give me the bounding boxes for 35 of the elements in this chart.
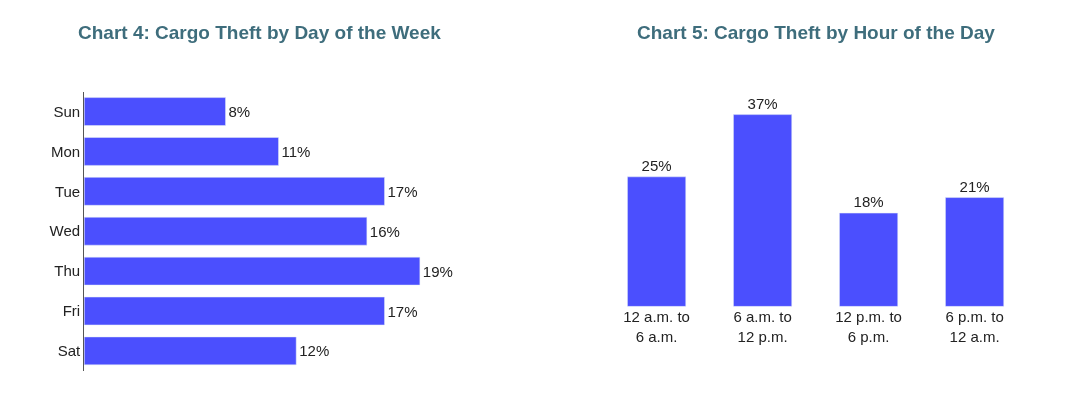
data-label: 17% [387,302,418,320]
bar [627,176,686,307]
bar [84,217,368,246]
data-label: 37% [747,94,778,112]
bar [84,336,297,366]
y-tick-label: Fri [62,302,81,320]
bar [839,212,898,307]
data-label: 8% [228,103,251,121]
data-label: 18% [853,193,884,211]
data-label: 19% [422,262,453,280]
x-tick-label: 6 a.m. to 12 p.m. [733,308,792,345]
bar [84,97,226,126]
x-tick-label: 6 p.m. to 12 a.m. [945,308,1004,345]
bar [733,114,792,307]
bar [84,137,279,166]
y-tick-label: Sun [53,102,81,120]
data-label: 16% [369,222,400,240]
chart-title: Chart 5: Cargo Theft by Hour of the Day [637,22,996,43]
data-label: 12% [299,342,330,360]
x-tick-label: 12 a.m. to 6 a.m. [623,308,690,345]
bar [84,177,385,206]
y-tick-label: Wed [49,222,81,240]
y-tick-label: Thu [54,262,81,280]
bar [84,256,421,286]
y-tick-label: Mon [51,142,81,160]
y-tick-label: Tue [54,182,81,200]
data-label: 21% [959,177,990,195]
chart-title: Chart 4: Cargo Theft by Day of the Week [78,22,442,43]
bar [945,197,1004,307]
y-tick-label: Sat [57,342,82,360]
data-label: 17% [387,182,418,200]
x-tick-label: 12 p.m. to 6 p.m. [835,308,902,345]
bar [84,296,385,326]
data-label: 25% [641,156,672,174]
data-label: 11% [281,142,311,160]
